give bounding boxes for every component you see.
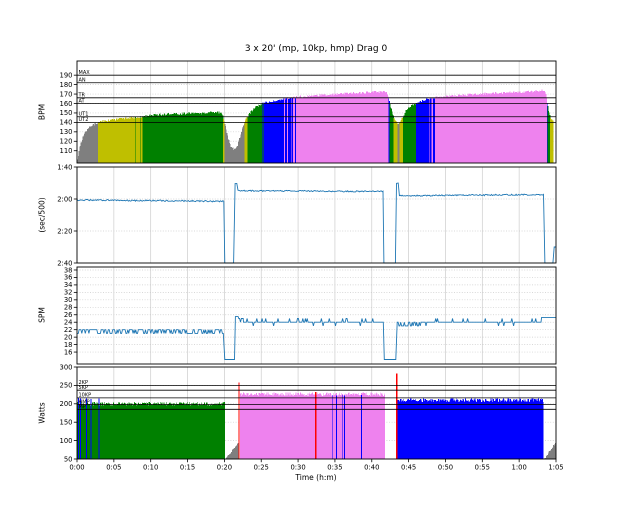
svg-text:300: 300 bbox=[60, 363, 73, 371]
svg-text:28: 28 bbox=[64, 304, 73, 312]
svg-text:180: 180 bbox=[60, 81, 73, 89]
svg-text:150: 150 bbox=[60, 419, 73, 427]
svg-text:UT2: UT2 bbox=[79, 117, 89, 123]
svg-text:0:50: 0:50 bbox=[438, 464, 453, 472]
svg-text:100: 100 bbox=[60, 437, 73, 445]
svg-text:16: 16 bbox=[64, 348, 73, 356]
heart-rate-fill bbox=[77, 89, 554, 163]
svg-text:0:00: 0:00 bbox=[69, 464, 84, 472]
svg-text:150: 150 bbox=[60, 109, 73, 117]
svg-text:200: 200 bbox=[60, 400, 73, 408]
watts-fill bbox=[76, 373, 556, 459]
svg-text:2KP: 2KP bbox=[79, 380, 88, 386]
svg-text:110: 110 bbox=[60, 147, 73, 155]
svg-text:0:45: 0:45 bbox=[401, 464, 416, 472]
svg-text:UT1: UT1 bbox=[79, 112, 89, 118]
svg-text:30: 30 bbox=[64, 296, 73, 304]
svg-text:0:35: 0:35 bbox=[327, 464, 342, 472]
svg-text:0:55: 0:55 bbox=[475, 464, 490, 472]
svg-text:250: 250 bbox=[60, 382, 73, 390]
svg-text:AN: AN bbox=[79, 78, 86, 84]
svg-text:2:00: 2:00 bbox=[57, 195, 72, 203]
svg-text:2:40: 2:40 bbox=[57, 259, 72, 267]
svg-text:0:05: 0:05 bbox=[106, 464, 121, 472]
svg-text:22: 22 bbox=[64, 326, 73, 334]
svg-text:0:25: 0:25 bbox=[254, 464, 269, 472]
svg-text:38: 38 bbox=[64, 266, 73, 274]
svg-text:MP: MP bbox=[79, 404, 86, 410]
time-axis-label: Time (h:m) bbox=[295, 473, 337, 482]
svg-text:120: 120 bbox=[60, 138, 73, 146]
svg-text:20: 20 bbox=[64, 333, 73, 341]
svg-text:140: 140 bbox=[60, 119, 73, 127]
svg-text:24: 24 bbox=[64, 319, 73, 327]
svg-text:160: 160 bbox=[60, 100, 73, 108]
svg-text:10KP: 10KP bbox=[79, 393, 92, 399]
svg-text:1:40: 1:40 bbox=[57, 163, 72, 171]
chart-title: 3 x 20' (mp, 10kp, hmp) Drag 0 bbox=[244, 44, 388, 54]
svg-text:1:05: 1:05 bbox=[548, 464, 563, 472]
svg-text:1:00: 1:00 bbox=[512, 464, 527, 472]
svg-text:18: 18 bbox=[64, 341, 73, 349]
svg-text:MAX: MAX bbox=[79, 70, 91, 76]
svg-text:170: 170 bbox=[60, 90, 73, 98]
svg-text:5KP: 5KP bbox=[79, 385, 88, 391]
x-axis-ticks: 0:00 0:05 0:10 0:15 0:20 0:25 0:30 0:35 0:40 0:45… bbox=[69, 459, 564, 472]
svg-text:0:40: 0:40 bbox=[364, 464, 379, 472]
svg-text:50: 50 bbox=[64, 455, 73, 463]
svg-text:AT: AT bbox=[79, 98, 86, 104]
svg-text:HMP: HMP bbox=[79, 399, 90, 405]
svg-text:130: 130 bbox=[60, 128, 73, 136]
svg-text:36: 36 bbox=[64, 274, 73, 282]
svg-text:2:20: 2:20 bbox=[57, 227, 72, 235]
svg-text:0:20: 0:20 bbox=[217, 464, 232, 472]
svg-text:0:10: 0:10 bbox=[143, 464, 158, 472]
svg-text:190: 190 bbox=[60, 71, 73, 79]
svg-text:TR: TR bbox=[78, 93, 86, 99]
panel-pace: 1:40 2:00 2:20 2:40 bbox=[57, 163, 557, 267]
svg-text:32: 32 bbox=[64, 289, 73, 297]
svg-text:0:30: 0:30 bbox=[290, 464, 305, 472]
svg-text:34: 34 bbox=[64, 281, 73, 289]
svg-text:0:15: 0:15 bbox=[180, 464, 195, 472]
svg-text:26: 26 bbox=[64, 311, 73, 319]
